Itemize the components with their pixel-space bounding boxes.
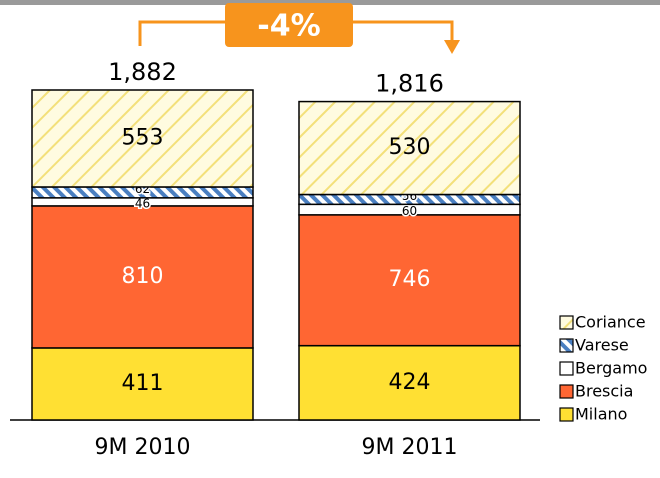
- segment-label: 411: [122, 371, 164, 396]
- change-label: -4%: [257, 9, 320, 44]
- bar-segment: [31, 205, 254, 349]
- total-label: 1,816: [375, 70, 444, 98]
- legend-label: Bergamo: [575, 359, 647, 378]
- legend-label: Coriance: [575, 313, 646, 332]
- segment-label: 553: [122, 125, 164, 150]
- segment-label: 60: [402, 204, 417, 218]
- bar-segment: [298, 100, 521, 196]
- segment-label: 530: [389, 135, 431, 160]
- legend-label: Milano: [575, 405, 627, 424]
- segment-label: 424: [389, 370, 431, 395]
- segment-label: 46: [135, 196, 150, 210]
- legend-swatch: [559, 384, 574, 399]
- total-label: 1,882: [108, 58, 177, 86]
- bar-segment: [31, 89, 254, 188]
- legend-label: Brescia: [575, 382, 633, 401]
- x-tick-label: 9M 2010: [95, 435, 191, 460]
- change-box: [225, 3, 353, 47]
- legend-swatch: [559, 338, 574, 353]
- x-tick-label: 9M 2011: [362, 435, 458, 460]
- legend-swatch: [559, 407, 574, 422]
- bar-segment: [298, 344, 521, 421]
- segment-label: 810: [122, 264, 164, 289]
- legend-swatch: [559, 361, 574, 376]
- header-band: [0, 0, 660, 5]
- arrow-head: [444, 40, 460, 54]
- bar-segment: [298, 214, 521, 347]
- legend-swatch: [559, 315, 574, 330]
- legend-label: Varese: [575, 336, 629, 355]
- bar-segment: [31, 347, 254, 421]
- segment-label: 746: [389, 267, 431, 292]
